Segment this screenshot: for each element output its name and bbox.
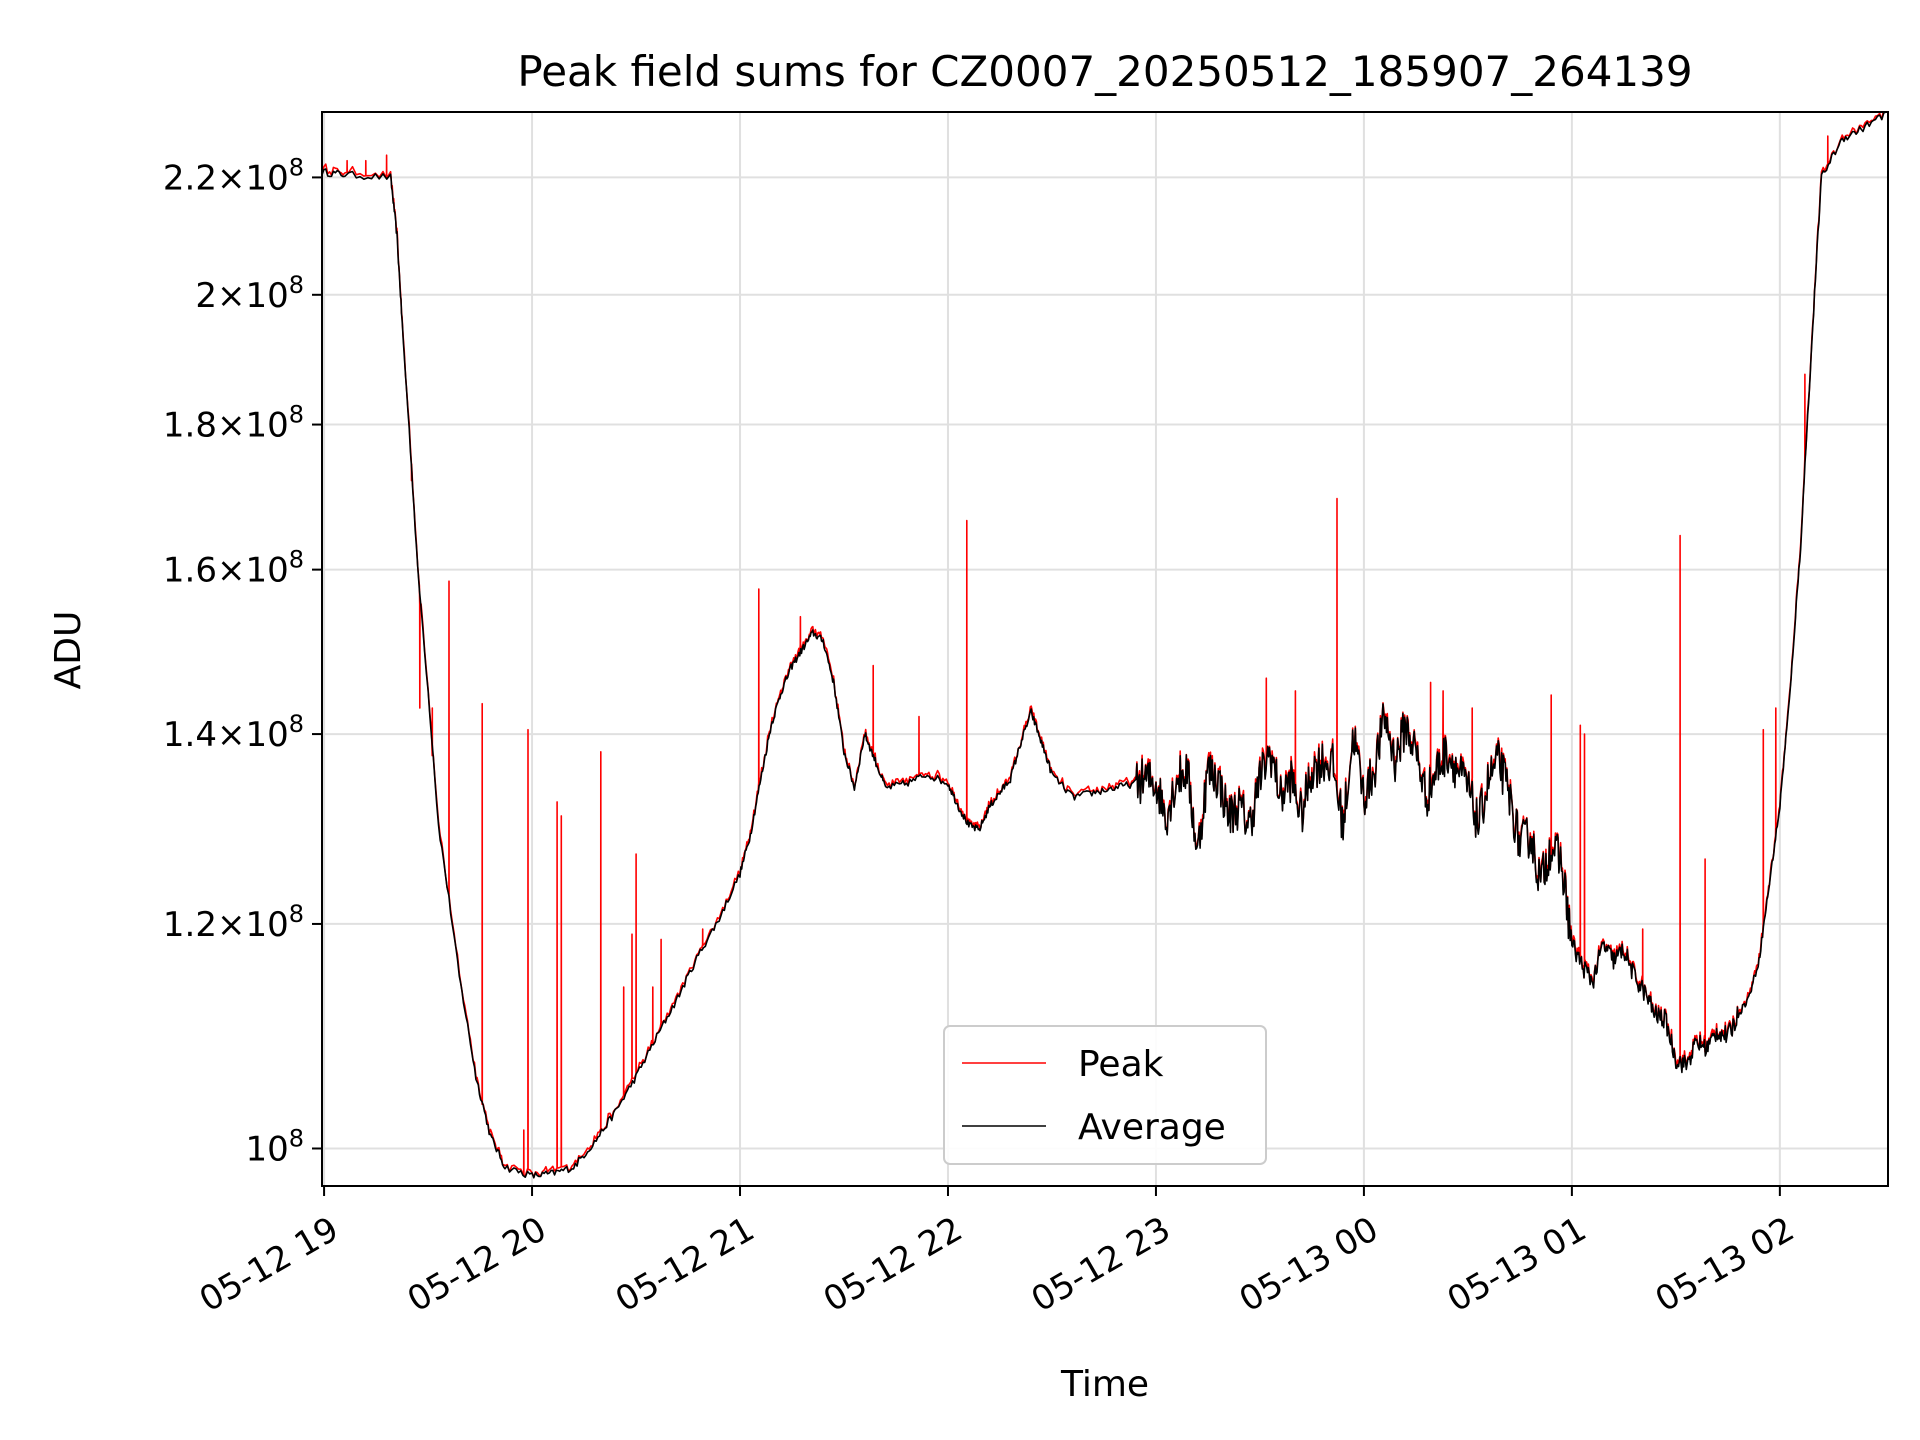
y-tick-label: 1.6×108 — [163, 546, 304, 591]
y-tick-mantissa: 1.8×10 — [163, 406, 289, 446]
y-tick-exponent: 8 — [289, 710, 304, 738]
legend-peak-label: Peak — [1078, 1044, 1164, 1085]
legend: Peak Average — [943, 1025, 1267, 1165]
legend-average-label: Average — [1078, 1107, 1226, 1148]
y-tick-label: 108 — [245, 1124, 304, 1169]
y-tick-exponent: 8 — [289, 153, 304, 181]
y-tick-exponent: 8 — [289, 900, 304, 928]
y-tick-label: 1.4×108 — [163, 710, 304, 755]
y-tick-mantissa: 1.4×10 — [163, 715, 289, 755]
y-axis: 1081.2×1081.4×1081.6×1081.8×1082×1082.2×… — [163, 153, 322, 1169]
x-axis-title: Time — [1060, 1364, 1149, 1405]
y-tick-label: 2×108 — [195, 271, 304, 316]
y-tick-exponent: 8 — [289, 271, 304, 299]
y-tick-label: 1.2×108 — [163, 900, 304, 945]
y-tick-mantissa: 10 — [245, 1129, 288, 1169]
y-tick-label: 1.8×108 — [163, 401, 304, 446]
y-tick-exponent: 8 — [289, 401, 304, 429]
y-axis-title: ADU — [48, 611, 89, 690]
chart-title: Peak field sums for CZ0007_20250512_1859… — [517, 47, 1692, 96]
y-tick-mantissa: 2.2×10 — [163, 158, 289, 198]
average-series-line — [322, 112, 1888, 1179]
grid — [322, 112, 1888, 1186]
y-tick-mantissa: 2×10 — [195, 276, 288, 316]
legend-box — [943, 1025, 1267, 1165]
plot-frame — [321, 111, 1889, 1187]
y-tick-exponent: 8 — [289, 1124, 304, 1152]
y-tick-mantissa: 1.2×10 — [163, 905, 289, 945]
y-tick-label: 2.2×108 — [163, 153, 304, 198]
y-tick-exponent: 8 — [289, 546, 304, 574]
plot-lines — [322, 112, 1888, 1179]
y-tick-mantissa: 1.6×10 — [163, 551, 289, 591]
